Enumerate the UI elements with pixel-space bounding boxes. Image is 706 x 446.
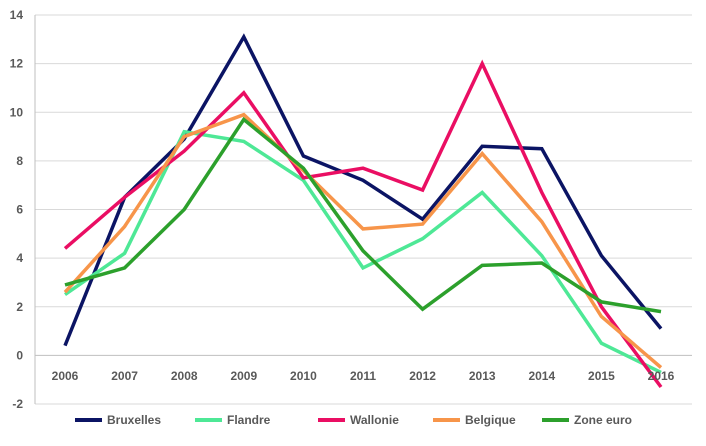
x-tick-label: 2011 — [350, 369, 376, 383]
x-tick-label: 2014 — [528, 369, 555, 383]
y-tick-label: 2 — [16, 300, 23, 314]
x-tick-labels: 2006 2007 2008 2009 2010 2011 2012 2013 2014 2015… — [52, 369, 675, 383]
series-line-flandre — [64, 129, 662, 374]
y-tick-label: 8 — [16, 154, 23, 168]
y-tick-label: 0 — [16, 348, 23, 362]
x-tick-label: 2015 — [588, 369, 615, 383]
x-tick-label: 2016 — [648, 369, 675, 383]
x-tick-label: 2008 — [171, 369, 198, 383]
y-tick-label: 10 — [10, 105, 24, 119]
x-tick-label: 2012 — [409, 369, 436, 383]
y-tick-label: 14 — [10, 8, 24, 22]
y-tick-label: 12 — [10, 57, 24, 71]
legend-label: Zone euro — [574, 413, 632, 427]
series-layer — [63, 33, 663, 389]
x-tick-label: 2006 — [52, 369, 79, 383]
legend-label: Wallonie — [350, 413, 399, 427]
axis-layer: -2 0 2 4 6 8 10 12 14 — [10, 8, 36, 411]
y-tick-label: 6 — [16, 203, 23, 217]
series-line-zone-euro — [64, 116, 662, 314]
legend-label: Flandre — [227, 413, 271, 427]
x-tick-label: 2007 — [111, 369, 138, 383]
x-tick-label: 2009 — [230, 369, 257, 383]
y-tick-label: 4 — [16, 251, 23, 265]
series-line-belgique — [63, 112, 663, 369]
y-tick-label: -2 — [12, 397, 23, 411]
grid-layer — [35, 14, 692, 405]
x-tick-label: 2010 — [290, 369, 317, 383]
series-line-bruxelles — [63, 33, 663, 347]
legend: Bruxelles Flandre Wallonie Belgique Zone eur… — [75, 413, 632, 427]
x-tick-label: 2013 — [469, 369, 496, 383]
legend-label: Bruxelles — [107, 413, 161, 427]
legend-label: Belgique — [465, 413, 516, 427]
